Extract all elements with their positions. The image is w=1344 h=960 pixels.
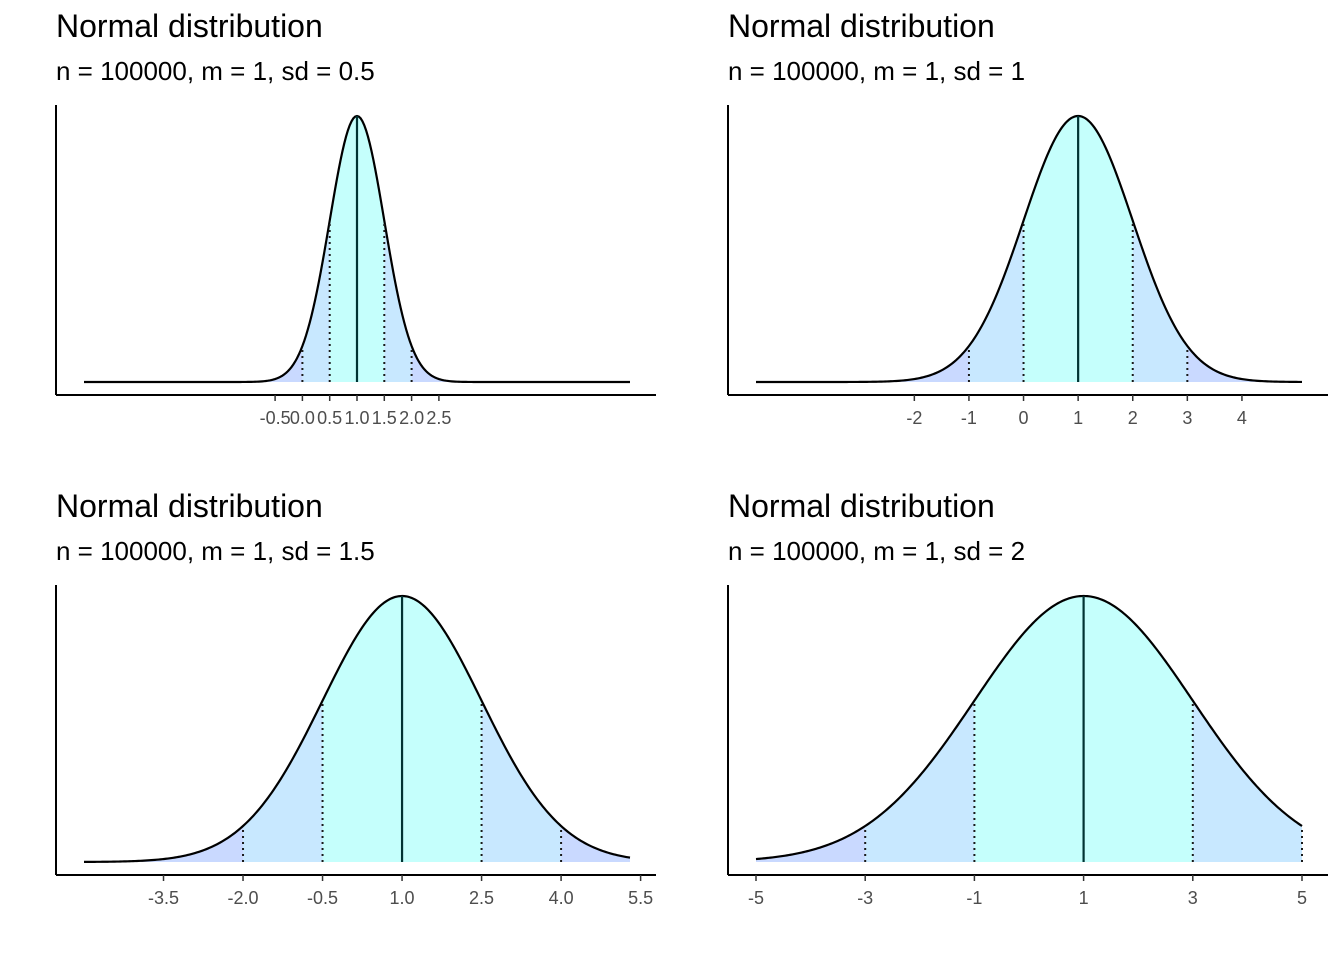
chart-subtitle: n = 100000, m = 1, sd = 0.5 bbox=[56, 56, 375, 86]
x-tick-label: 4 bbox=[1237, 408, 1247, 428]
x-tick-label: 3 bbox=[1188, 888, 1198, 908]
density-curve bbox=[755, 594, 1303, 861]
x-tick-label: 1.0 bbox=[390, 888, 415, 908]
x-tick-label: -3 bbox=[857, 888, 873, 908]
x-tick-label: -0.5 bbox=[307, 888, 338, 908]
density-plot: -5 -3 -1 1 3 5 bbox=[727, 585, 1328, 908]
tail-area-left bbox=[84, 346, 303, 382]
chart-title: Normal distribution bbox=[56, 8, 323, 44]
chart-subtitle: n = 100000, m = 1, sd = 1 bbox=[728, 56, 1026, 86]
x-tick-label: 0.5 bbox=[317, 408, 342, 428]
chart-panel-sd-0-5: Normal distribution n = 100000, m = 1, s… bbox=[0, 0, 672, 480]
x-tick-label: -5 bbox=[748, 888, 764, 908]
x-tick-label: -3.5 bbox=[148, 888, 179, 908]
x-tick-label: 2.5 bbox=[469, 888, 494, 908]
x-tick-label: 1.5 bbox=[372, 408, 397, 428]
x-tick-label: 5.5 bbox=[628, 888, 653, 908]
chart-title: Normal distribution bbox=[56, 488, 323, 524]
density-plot: -3.5 -2.0 -0.5 1.0 2.5 4.0 5.5 bbox=[55, 585, 656, 908]
x-tick-label: 0 bbox=[1019, 408, 1029, 428]
x-tick-label: 1 bbox=[1079, 888, 1089, 908]
x-tick-label: 5 bbox=[1297, 888, 1307, 908]
x-tick-label: 4.0 bbox=[549, 888, 574, 908]
x-tick-label: 2.0 bbox=[399, 408, 424, 428]
density-plot: -2 -1 0 1 2 3 4 bbox=[727, 105, 1328, 428]
density-curve bbox=[83, 594, 631, 864]
chart-panel-sd-2: Normal distribution n = 100000, m = 1, s… bbox=[672, 480, 1344, 960]
x-tick-label: 3 bbox=[1182, 408, 1192, 428]
x-tick-label: 1.0 bbox=[344, 408, 369, 428]
tail-area-left bbox=[756, 826, 866, 862]
density-curve bbox=[756, 114, 1303, 384]
chart-title: Normal distribution bbox=[728, 488, 995, 524]
tail-area-right bbox=[411, 346, 630, 382]
chart-title: Normal distribution bbox=[728, 8, 995, 44]
tail-area-left bbox=[84, 826, 244, 862]
tail-area-left bbox=[756, 346, 969, 382]
x-tick-label: 2 bbox=[1128, 408, 1138, 428]
tail-area-right bbox=[561, 826, 630, 862]
density-plot: -0.5 0.0 0.5 1.0 1.5 2.0 2.5 bbox=[55, 105, 656, 428]
x-tick-label: 1 bbox=[1073, 408, 1083, 428]
x-tick-label: -1 bbox=[961, 408, 977, 428]
x-tick-label: -2.0 bbox=[228, 888, 259, 908]
chart-panel-sd-1-5: Normal distribution n = 100000, m = 1, s… bbox=[0, 480, 672, 960]
x-tick-label: -2 bbox=[906, 408, 922, 428]
x-tick-label: 2.5 bbox=[426, 408, 451, 428]
chart-panel-sd-1: Normal distribution n = 100000, m = 1, s… bbox=[672, 0, 1344, 480]
tail-area-right bbox=[1187, 346, 1302, 382]
x-tick-label: -0.5 bbox=[260, 408, 291, 428]
x-tick-label: 0.0 bbox=[290, 408, 315, 428]
chart-subtitle: n = 100000, m = 1, sd = 2 bbox=[728, 536, 1026, 566]
chart-subtitle: n = 100000, m = 1, sd = 1.5 bbox=[56, 536, 375, 566]
x-tick-label: -1 bbox=[966, 888, 982, 908]
